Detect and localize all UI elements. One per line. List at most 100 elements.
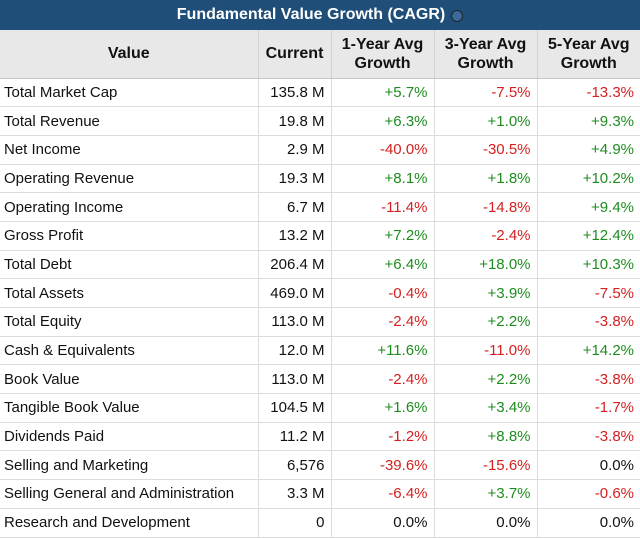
table-row: Net Income 2.9 M -40.0% -30.5% +4.9%	[0, 135, 640, 165]
column-header-3yr[interactable]: 3-Year Avg Growth	[434, 30, 538, 79]
row-label: Operating Revenue	[0, 164, 259, 194]
row-label: Book Value	[0, 364, 259, 395]
current-value: 19.3 M	[258, 164, 332, 194]
growth-3yr: -30.5%	[434, 135, 538, 165]
header-row: Value Current 1-Year Avg Growth 3-Year A…	[0, 30, 640, 79]
growth-3yr: +8.8%	[434, 422, 538, 452]
growth-5yr: +9.3%	[537, 106, 640, 136]
growth-1yr: +8.1%	[331, 164, 435, 194]
current-value: 13.2 M	[258, 221, 332, 251]
growth-3yr: +1.8%	[434, 164, 538, 194]
growth-5yr: -3.8%	[537, 307, 640, 337]
column-header-1yr[interactable]: 1-Year Avg Growth	[331, 30, 435, 79]
growth-3yr: +1.0%	[434, 106, 538, 136]
growth-3yr: -15.6%	[434, 450, 538, 481]
table-row: Total Revenue 19.8 M +6.3% +1.0% +9.3%	[0, 106, 640, 136]
growth-5yr: +12.4%	[537, 221, 640, 251]
growth-1yr: -1.2%	[331, 422, 435, 452]
growth-3yr: +2.2%	[434, 364, 538, 395]
column-header-current[interactable]: Current	[258, 30, 332, 79]
growth-5yr: +4.9%	[537, 135, 640, 165]
table-row: Total Market Cap 135.8 M +5.7% -7.5% -13.3%	[0, 78, 640, 108]
growth-3yr: +3.9%	[434, 278, 538, 308]
growth-3yr: 0.0%	[434, 508, 538, 538]
row-label: Cash & Equivalents	[0, 336, 259, 366]
table-row: Operating Revenue 19.3 M +8.1% +1.8% +10.2%	[0, 164, 640, 194]
column-header-value[interactable]: Value	[0, 30, 259, 79]
table-row: Cash & Equivalents 12.0 M +11.6% -11.0% +14.…	[0, 336, 640, 366]
table-row: Book Value 113.0 M -2.4% +2.2% -3.8%	[0, 364, 640, 395]
table-row: Selling and Marketing 6,576 -39.6% -15.6% 0.…	[0, 450, 640, 481]
growth-3yr: -7.5%	[434, 78, 538, 108]
growth-1yr: +7.2%	[331, 221, 435, 251]
table-row: Total Debt 206.4 M +6.4% +18.0% +10.3%	[0, 250, 640, 280]
row-label: Selling General and Administration	[0, 479, 259, 509]
growth-3yr: +18.0%	[434, 250, 538, 280]
row-label: Total Debt	[0, 250, 259, 280]
row-label: Dividends Paid	[0, 422, 259, 452]
table-title-bar: Fundamental Value Growth (CAGR)	[0, 0, 640, 30]
growth-1yr: 0.0%	[331, 508, 435, 538]
current-value: 2.9 M	[258, 135, 332, 165]
table-row: Selling General and Administration 3.3 M-…	[0, 479, 640, 509]
table-row: Gross Profit 13.2 M +7.2% -2.4% +12.4%	[0, 221, 640, 251]
growth-1yr: -40.0%	[331, 135, 435, 165]
row-label: Gross Profit	[0, 221, 259, 251]
current-value: 6.7 M	[258, 192, 332, 222]
table-row: Dividends Paid 11.2 M -1.2% +8.8% -3.8%	[0, 422, 640, 452]
growth-3yr: +3.7%	[434, 479, 538, 509]
growth-5yr: 0.0%	[537, 508, 640, 538]
current-value: 19.8 M	[258, 106, 332, 136]
row-label: Selling and Marketing	[0, 450, 259, 481]
growth-1yr: -39.6%	[331, 450, 435, 481]
table-row: Total Assets 469.0 M -0.4% +3.9% -7.5%	[0, 278, 640, 308]
growth-5yr: -1.7%	[537, 393, 640, 423]
current-value: 104.5 M	[258, 393, 332, 423]
growth-5yr: +9.4%	[537, 192, 640, 222]
table-row: Operating Income 6.7 M -11.4% -14.8% +9.4%	[0, 192, 640, 222]
growth-5yr: -13.3%	[537, 78, 640, 108]
growth-table: Value Current 1-Year Avg Growth 3-Year A…	[0, 30, 640, 538]
column-header-5yr[interactable]: 5-Year Avg Growth	[537, 30, 640, 79]
table-row: Research and Development 0 0.0% 0.0% 0.0%	[0, 508, 640, 538]
growth-1yr: -0.4%	[331, 278, 435, 308]
info-icon[interactable]	[451, 10, 464, 22]
growth-3yr: -11.0%	[434, 336, 538, 366]
row-label: Tangible Book Value	[0, 393, 259, 423]
current-value: 113.0 M	[258, 364, 332, 395]
row-label: Total Equity	[0, 307, 259, 337]
growth-1yr: -2.4%	[331, 364, 435, 395]
row-label: Operating Income	[0, 192, 259, 222]
current-value: 0	[258, 508, 332, 538]
growth-5yr: +10.3%	[537, 250, 640, 280]
growth-5yr: +14.2%	[537, 336, 640, 366]
growth-5yr: -3.8%	[537, 364, 640, 395]
growth-5yr: +10.2%	[537, 164, 640, 194]
growth-1yr: +6.3%	[331, 106, 435, 136]
growth-1yr: +6.4%	[331, 250, 435, 280]
current-value: 469.0 M	[258, 278, 332, 308]
current-value: 206.4 M	[258, 250, 332, 280]
current-value: 3.3 M	[258, 479, 332, 509]
row-label: Total Revenue	[0, 106, 259, 136]
growth-5yr: -3.8%	[537, 422, 640, 452]
row-label: Research and Development	[0, 508, 259, 538]
table-row: Tangible Book Value 104.5 M +1.6% +3.4% -1.7…	[0, 393, 640, 423]
growth-1yr: -6.4%	[331, 479, 435, 509]
growth-3yr: -14.8%	[434, 192, 538, 222]
current-value: 6,576	[258, 450, 332, 481]
growth-1yr: +1.6%	[331, 393, 435, 423]
current-value: 135.8 M	[258, 78, 332, 108]
growth-3yr: +3.4%	[434, 393, 538, 423]
growth-5yr: 0.0%	[537, 450, 640, 481]
table-row: Total Equity 113.0 M -2.4% +2.2% -3.8%	[0, 307, 640, 337]
growth-5yr: -7.5%	[537, 278, 640, 308]
row-label: Total Assets	[0, 278, 259, 308]
current-value: 11.2 M	[258, 422, 332, 452]
row-label: Net Income	[0, 135, 259, 165]
current-value: 12.0 M	[258, 336, 332, 366]
growth-5yr: -0.6%	[537, 479, 640, 509]
table-title: Fundamental Value Growth (CAGR)	[176, 6, 446, 23]
growth-1yr: -2.4%	[331, 307, 435, 337]
growth-1yr: +11.6%	[331, 336, 435, 366]
